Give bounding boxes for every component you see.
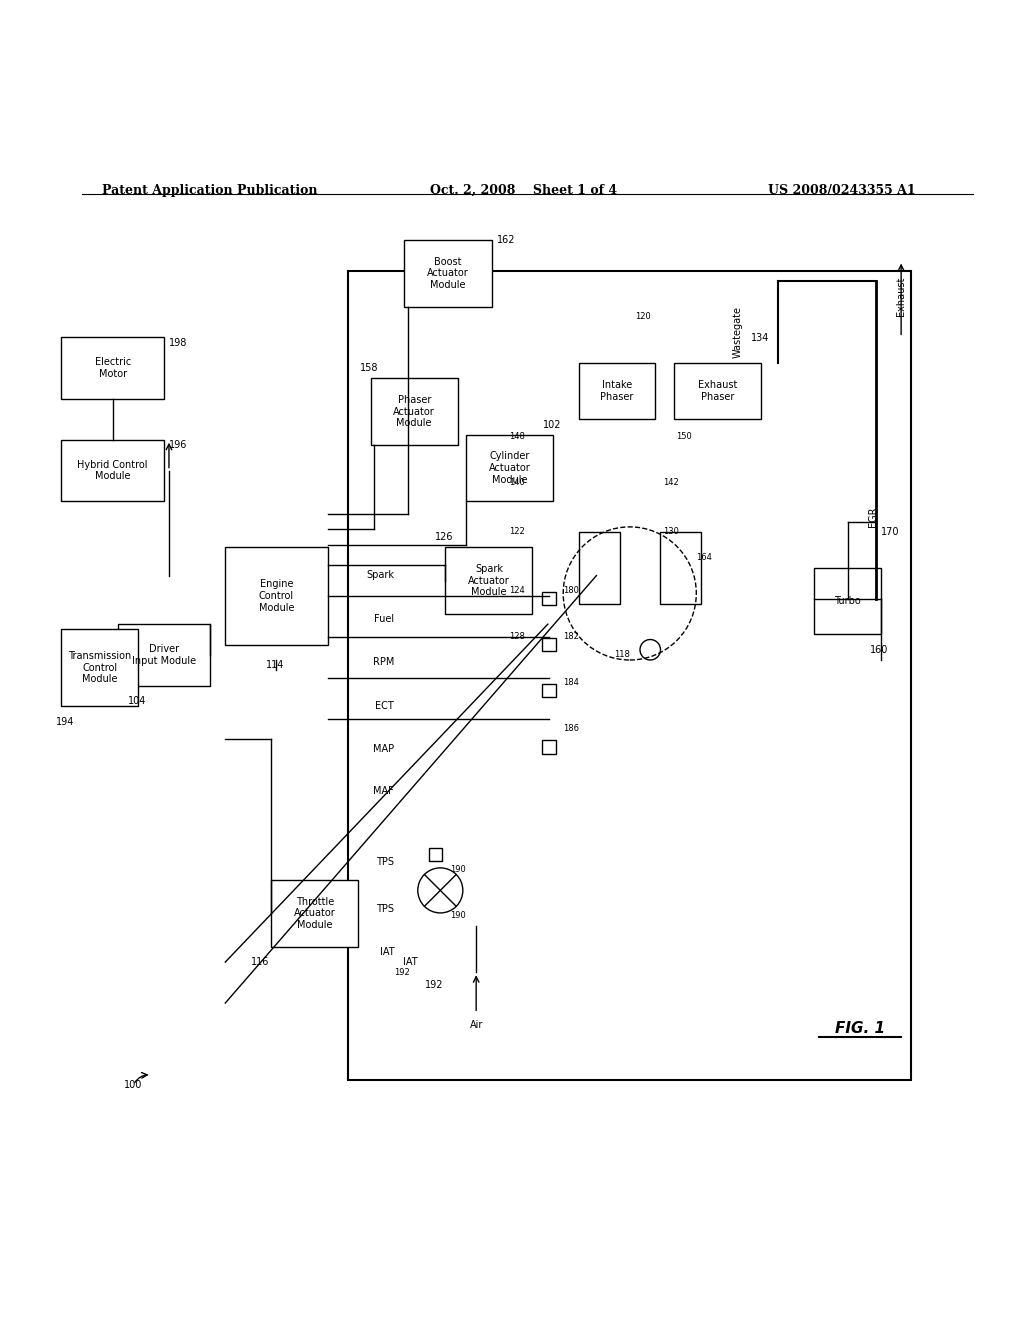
FancyBboxPatch shape: [225, 548, 328, 644]
Text: Air: Air: [469, 1020, 483, 1031]
FancyBboxPatch shape: [371, 379, 458, 445]
Text: 184: 184: [563, 678, 580, 686]
FancyBboxPatch shape: [404, 240, 492, 306]
Text: Transmission
Control
Module: Transmission Control Module: [69, 651, 131, 684]
Text: 170: 170: [881, 527, 899, 537]
Text: IAT: IAT: [380, 946, 394, 957]
FancyBboxPatch shape: [118, 624, 210, 685]
FancyBboxPatch shape: [271, 880, 358, 946]
Text: Exhaust: Exhaust: [896, 277, 906, 317]
Text: 194: 194: [56, 717, 75, 726]
Text: FIG. 1: FIG. 1: [836, 1022, 885, 1036]
Text: EGR: EGR: [868, 507, 879, 527]
Bar: [428, 847, 442, 861]
FancyBboxPatch shape: [466, 434, 553, 502]
Text: Throttle
Actuator
Module: Throttle Actuator Module: [294, 896, 336, 931]
FancyBboxPatch shape: [445, 548, 532, 614]
FancyBboxPatch shape: [348, 271, 911, 1080]
Bar: [543, 741, 556, 754]
Text: 120: 120: [635, 313, 650, 322]
Text: Oct. 2, 2008    Sheet 1 of 4: Oct. 2, 2008 Sheet 1 of 4: [430, 183, 617, 197]
FancyBboxPatch shape: [579, 363, 655, 420]
Text: 186: 186: [563, 725, 580, 733]
Text: Spark: Spark: [367, 570, 394, 579]
Text: 116: 116: [251, 957, 269, 968]
Bar: [660, 532, 701, 603]
Text: 190: 190: [451, 912, 466, 920]
Text: 160: 160: [870, 645, 889, 655]
Text: TPS: TPS: [376, 857, 394, 867]
Bar: [543, 638, 556, 651]
Text: IAT: IAT: [403, 957, 418, 968]
Text: 158: 158: [360, 363, 379, 374]
Text: Spark
Actuator
Module: Spark Actuator Module: [468, 564, 510, 597]
Text: Hybrid Control
Module: Hybrid Control Module: [78, 459, 147, 482]
Text: ECT: ECT: [376, 701, 394, 711]
Text: 100: 100: [124, 1080, 142, 1090]
Bar: [543, 591, 556, 605]
Text: 196: 196: [169, 440, 187, 450]
Text: 118: 118: [614, 651, 631, 660]
FancyBboxPatch shape: [674, 363, 761, 420]
Text: TPS: TPS: [376, 904, 394, 913]
Text: Engine
Control
Module: Engine Control Module: [259, 579, 294, 612]
FancyBboxPatch shape: [61, 630, 138, 706]
Text: Phaser
Actuator
Module: Phaser Actuator Module: [393, 395, 435, 428]
Text: 198: 198: [169, 338, 187, 347]
Text: 162: 162: [497, 235, 515, 246]
Text: 164: 164: [696, 553, 713, 562]
Text: Electric
Motor: Electric Motor: [94, 358, 131, 379]
Text: Boost
Actuator
Module: Boost Actuator Module: [427, 257, 469, 290]
Text: 180: 180: [563, 586, 580, 595]
Text: 192: 192: [425, 979, 443, 990]
FancyBboxPatch shape: [61, 338, 164, 399]
Text: Turbo: Turbo: [834, 597, 861, 606]
Text: 192: 192: [394, 968, 410, 977]
Text: 114: 114: [266, 660, 285, 671]
Text: 104: 104: [128, 696, 146, 706]
Text: Driver
Input Module: Driver Input Module: [132, 644, 196, 665]
Text: 124: 124: [509, 586, 524, 595]
Bar: [543, 684, 556, 697]
Text: 128: 128: [509, 632, 525, 642]
Text: 126: 126: [435, 532, 454, 543]
Text: Intake
Phaser: Intake Phaser: [600, 380, 634, 403]
Text: 122: 122: [509, 528, 524, 536]
Text: 190: 190: [451, 866, 466, 874]
Text: 182: 182: [563, 632, 580, 642]
Text: RPM: RPM: [373, 657, 394, 667]
Text: Exhaust
Phaser: Exhaust Phaser: [697, 380, 737, 403]
Text: MAP: MAP: [373, 744, 394, 754]
FancyBboxPatch shape: [814, 568, 881, 635]
Text: 102: 102: [543, 420, 561, 429]
Text: 142: 142: [664, 478, 679, 487]
Text: 148: 148: [509, 432, 525, 441]
Text: US 2008/0243355 A1: US 2008/0243355 A1: [768, 183, 915, 197]
Text: Fuel: Fuel: [374, 614, 394, 624]
Text: Patent Application Publication: Patent Application Publication: [102, 183, 317, 197]
Text: 134: 134: [751, 333, 769, 343]
FancyBboxPatch shape: [61, 440, 164, 502]
Text: 150: 150: [676, 432, 691, 441]
Text: 140: 140: [509, 478, 524, 487]
Text: Wastegate: Wastegate: [732, 306, 742, 358]
Bar: [579, 532, 620, 603]
Text: 130: 130: [664, 528, 680, 536]
Text: Cylinder
Actuator
Module: Cylinder Actuator Module: [488, 451, 530, 484]
Text: MAF: MAF: [374, 787, 394, 796]
